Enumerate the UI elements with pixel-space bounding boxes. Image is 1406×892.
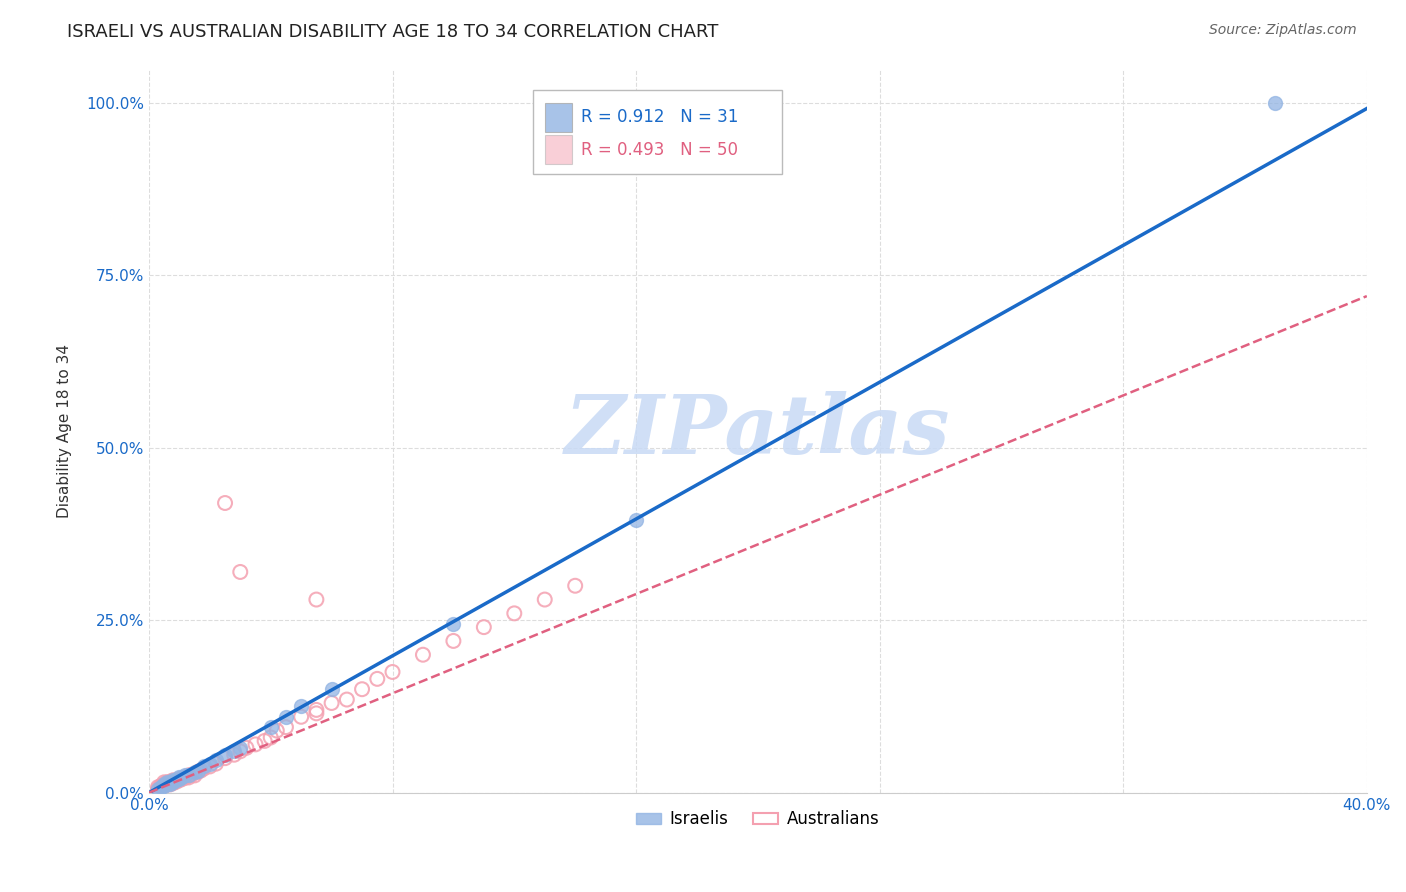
Point [193, 759, 215, 773]
Point [169, 772, 191, 786]
Point [214, 751, 236, 765]
Point [177, 771, 200, 785]
Point [205, 756, 228, 771]
Point [305, 706, 328, 721]
Point [412, 648, 434, 662]
Point [153, 775, 176, 789]
Point [274, 710, 297, 724]
Point [624, 513, 647, 527]
Point [156, 777, 179, 791]
Point [187, 764, 209, 778]
Point [290, 710, 312, 724]
Point [564, 579, 586, 593]
Point [352, 682, 374, 697]
Point [305, 703, 328, 717]
Point [165, 774, 187, 789]
Point [336, 692, 359, 706]
Point [260, 720, 283, 734]
FancyBboxPatch shape [544, 103, 571, 131]
Point [229, 740, 252, 755]
Point [156, 775, 179, 789]
Point [266, 723, 288, 738]
Point [169, 772, 191, 786]
FancyBboxPatch shape [544, 136, 571, 164]
Point [190, 764, 212, 778]
Point [174, 768, 197, 782]
Text: Source: ZipAtlas.com: Source: ZipAtlas.com [1209, 23, 1357, 37]
Point [162, 773, 184, 788]
Point [198, 756, 221, 771]
Point [162, 776, 184, 790]
Point [245, 738, 267, 752]
Point [214, 747, 236, 762]
Point [1264, 95, 1286, 110]
Point [321, 696, 343, 710]
Point [153, 779, 176, 793]
Text: R = 0.912   N = 31: R = 0.912 N = 31 [581, 108, 738, 126]
Point [172, 772, 194, 786]
Point [290, 699, 312, 714]
Point [253, 734, 276, 748]
Point [260, 731, 283, 745]
Point [187, 764, 209, 779]
Point [156, 775, 179, 789]
Point [146, 782, 169, 797]
Point [193, 762, 215, 776]
Point [153, 779, 176, 793]
Point [169, 771, 191, 785]
Point [533, 592, 555, 607]
Point [159, 777, 181, 791]
Point [153, 777, 176, 791]
Point [321, 682, 343, 697]
Point [381, 665, 404, 679]
Point [274, 720, 297, 734]
Point [150, 780, 173, 794]
Point [235, 740, 257, 755]
Point [174, 771, 197, 785]
Point [150, 780, 173, 794]
Point [169, 773, 191, 788]
Point [472, 620, 495, 634]
Text: R = 0.493   N = 50: R = 0.493 N = 50 [581, 141, 738, 159]
Legend: Israelis, Australians: Israelis, Australians [630, 804, 886, 835]
Point [177, 768, 200, 782]
Point [441, 634, 464, 648]
Point [305, 592, 328, 607]
Point [366, 672, 388, 686]
Point [177, 768, 200, 782]
Point [503, 607, 526, 621]
Point [159, 777, 181, 791]
Point [224, 747, 246, 762]
Point [156, 777, 179, 791]
Text: ISRAELI VS AUSTRALIAN DISABILITY AGE 18 TO 34 CORRELATION CHART: ISRAELI VS AUSTRALIAN DISABILITY AGE 18 … [67, 23, 718, 41]
Point [146, 782, 169, 797]
Point [441, 616, 464, 631]
Point [224, 744, 246, 758]
Point [183, 764, 205, 779]
Point [229, 565, 252, 579]
Point [229, 744, 252, 758]
Point [150, 779, 173, 793]
Point [183, 768, 205, 782]
Point [214, 496, 236, 510]
Point [198, 759, 221, 773]
Point [162, 775, 184, 789]
Text: ZIPatlas: ZIPatlas [565, 391, 950, 471]
Point [159, 774, 181, 789]
Point [180, 768, 202, 782]
Point [159, 774, 181, 789]
Y-axis label: Disability Age 18 to 34: Disability Age 18 to 34 [58, 343, 72, 517]
Point [153, 777, 176, 791]
Point [165, 773, 187, 788]
Point [162, 773, 184, 788]
FancyBboxPatch shape [533, 90, 782, 174]
Point [205, 753, 228, 767]
Point [172, 771, 194, 785]
Point [146, 780, 169, 794]
